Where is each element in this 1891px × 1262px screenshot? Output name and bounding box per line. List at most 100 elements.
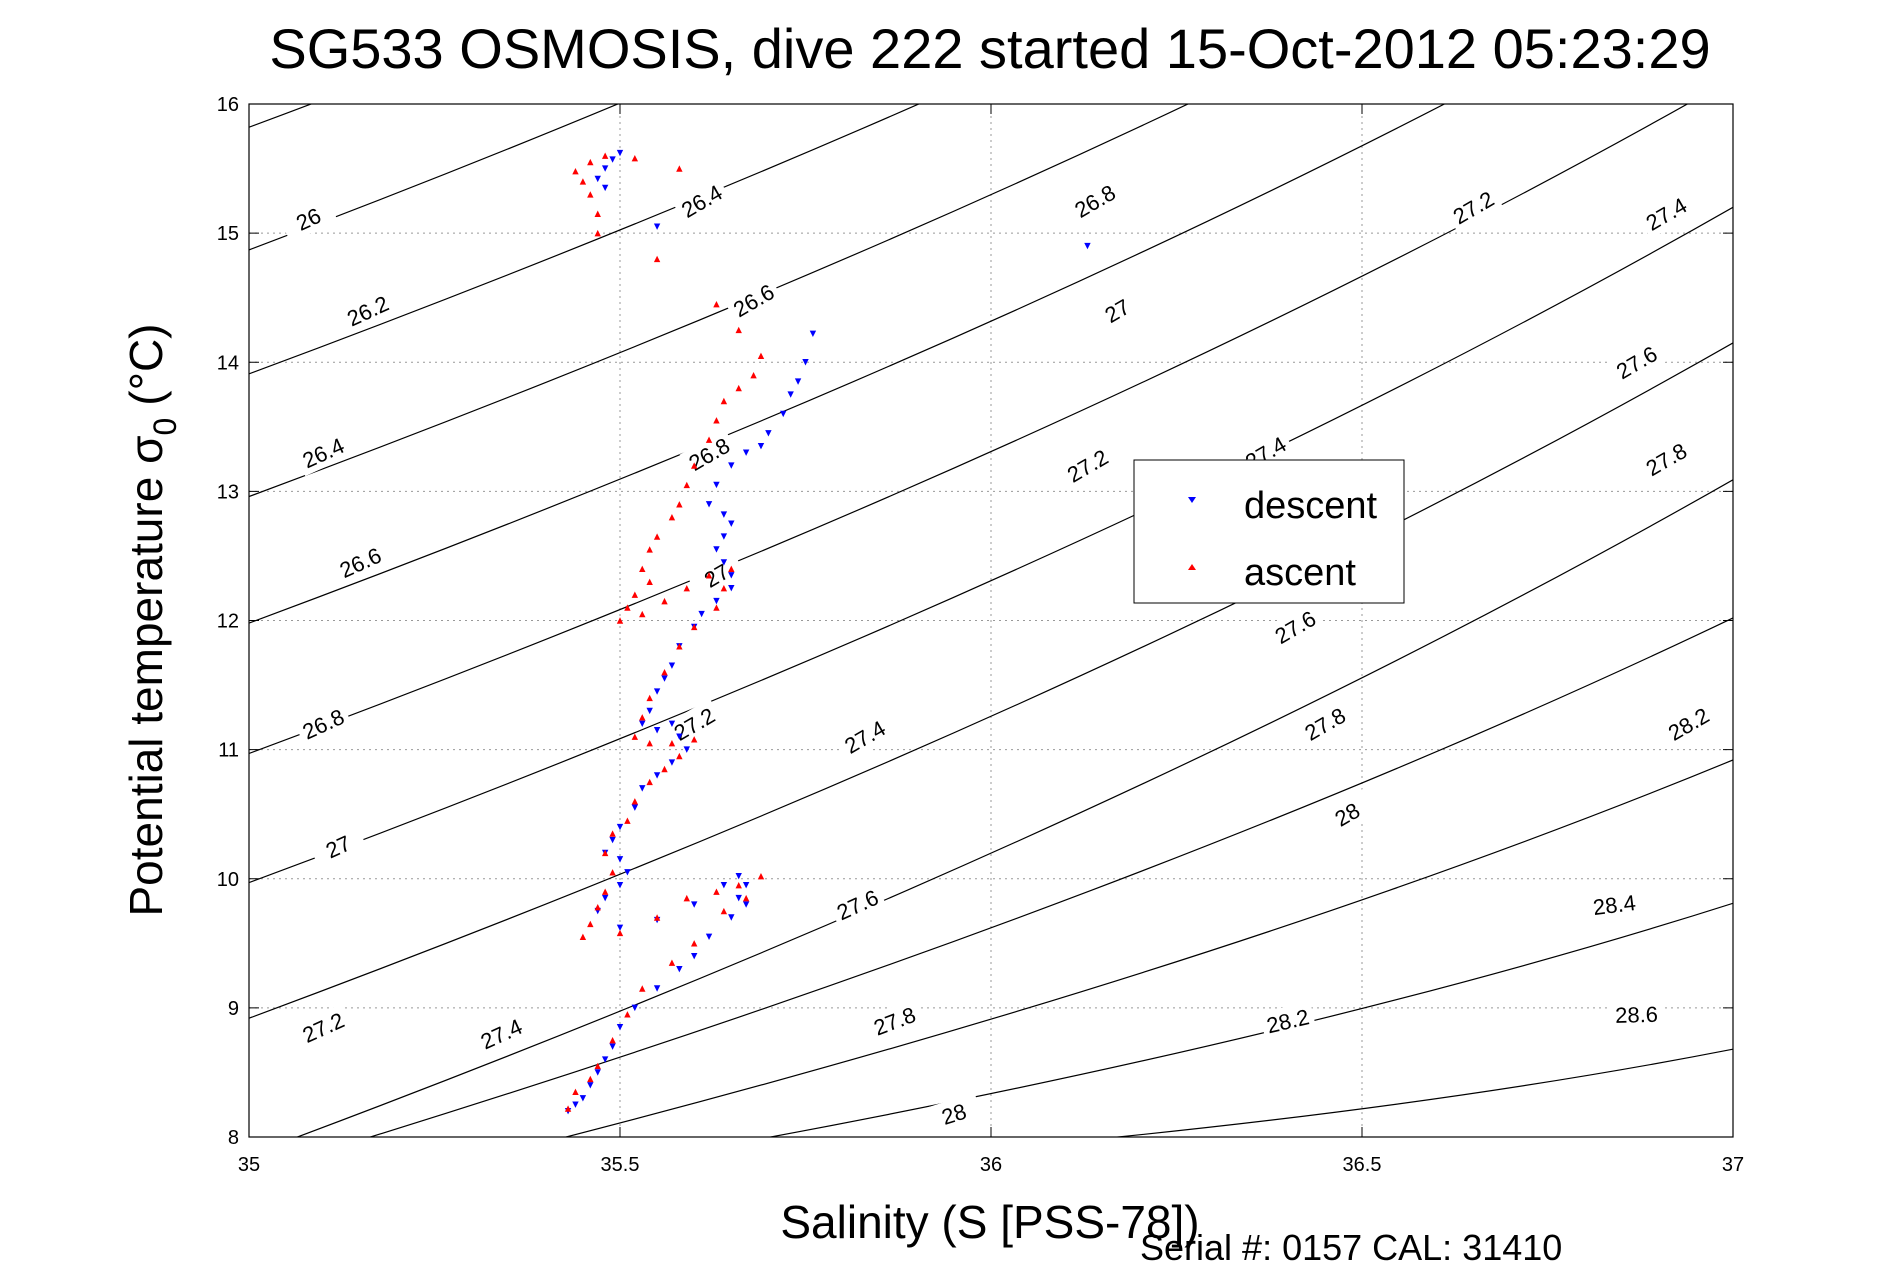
density-contour-line [249,206,1733,884]
data-point-descent [742,901,750,908]
data-point-ascent [631,155,639,162]
data-point-ascent [735,384,742,392]
contour-label-background [1443,182,1503,233]
data-point-ascent [683,894,690,902]
x-tick-label: 36.5 [1343,1154,1382,1176]
data-point-ascent [661,668,668,676]
data-point-ascent [587,1075,594,1083]
data-point-descent [616,856,624,863]
data-point-ascent [728,565,735,573]
contour-label-background [924,1092,983,1135]
contour-label-background [338,286,398,335]
data-point-descent [780,410,787,418]
data-point-descent [594,1069,601,1076]
data-point-descent [653,223,661,230]
contour-label-background [1586,887,1642,922]
data-point-descent [1084,242,1091,250]
data-point-descent [668,662,676,669]
data-point-ascent [742,894,750,902]
y-tick-label: 16 [217,94,239,116]
density-contour-line [249,104,1446,624]
data-point-ascent [639,714,646,721]
data-point-descent [653,985,661,992]
data-point-ascent [646,778,653,786]
contour-label-background [672,175,732,226]
density-contour-line [767,902,1733,1137]
data-point-ascent [668,514,676,521]
density-contour-line [1111,1048,1733,1137]
data-point-ascent [653,914,661,921]
contour-label-background [1057,440,1117,491]
series-ascent [564,152,765,1112]
data-point-descent [616,149,624,157]
data-point-descent [787,391,794,398]
x-tick-label: 36 [980,1154,1002,1176]
y-tick-label: 14 [217,352,239,374]
x-tick-label: 35.5 [601,1154,640,1176]
data-point-ascent [572,167,579,175]
data-point-descent [653,772,661,779]
data-point-descent [639,785,646,792]
x-axis-label: Salinity (S [PSS-78]) [780,1196,1199,1248]
contour-label-background [835,711,895,762]
data-point-descent [601,184,609,192]
data-point-descent [646,707,653,715]
x-tick-label: 37 [1722,1154,1744,1176]
data-point-ascent [720,907,728,915]
density-contour-line [249,104,921,375]
data-point-descent [728,520,735,527]
data-point-ascent [757,872,765,880]
data-point-ascent [735,882,742,889]
data-point-ascent [639,610,646,618]
data-point-ascent [639,565,646,573]
data-point-ascent [609,869,616,876]
data-point-ascent [639,985,646,992]
data-point-ascent [646,546,653,553]
data-point-ascent [616,617,624,624]
data-point-descent [728,462,735,469]
data-point-ascent [646,578,653,585]
contour-label-background [1265,601,1325,653]
data-point-ascent [579,178,587,185]
data-point-descent [572,1101,579,1108]
data-point-descent [661,675,668,682]
contour-label-background [1636,433,1696,485]
data-point-descent [728,572,735,579]
data-point-ascent [668,959,676,966]
data-point-ascent [661,765,668,773]
density-contour-line [295,479,1733,1137]
data-point-descent [601,165,609,172]
series-descent [564,149,1091,1115]
data-point-descent [720,559,728,566]
y-tick-label: 12 [217,611,239,633]
contour-label-background [724,275,784,326]
data-point-ascent [750,371,757,379]
density-contours [249,104,1733,1137]
data-point-ascent [705,572,713,579]
data-point-ascent [631,733,639,740]
data-point-ascent [683,585,690,592]
data-point-ascent [587,920,594,928]
y-tick-label: 10 [217,869,239,891]
data-point-ascent [713,888,720,895]
data-point-descent [616,1024,624,1031]
data-point-descent [676,733,683,740]
data-point-descent [653,727,661,734]
legend: descent ascent [1133,459,1405,604]
contour-label-background [865,998,924,1044]
data-point-ascent [587,158,594,166]
density-contour-line [368,617,1733,1137]
contour-label-background [278,195,338,243]
data-point-descent [587,1082,594,1089]
data-point-ascent [713,604,720,611]
data-point-ascent [609,1036,616,1044]
data-point-descent [802,359,809,366]
data-point-ascent [594,210,601,217]
data-point-ascent [713,417,720,424]
y-tick-label: 11 [218,740,239,762]
density-contour-line [249,104,1689,755]
data-point-descent [594,175,601,183]
data-point-descent [691,953,698,960]
data-point-descent [698,610,705,618]
density-contour-line [249,104,620,251]
